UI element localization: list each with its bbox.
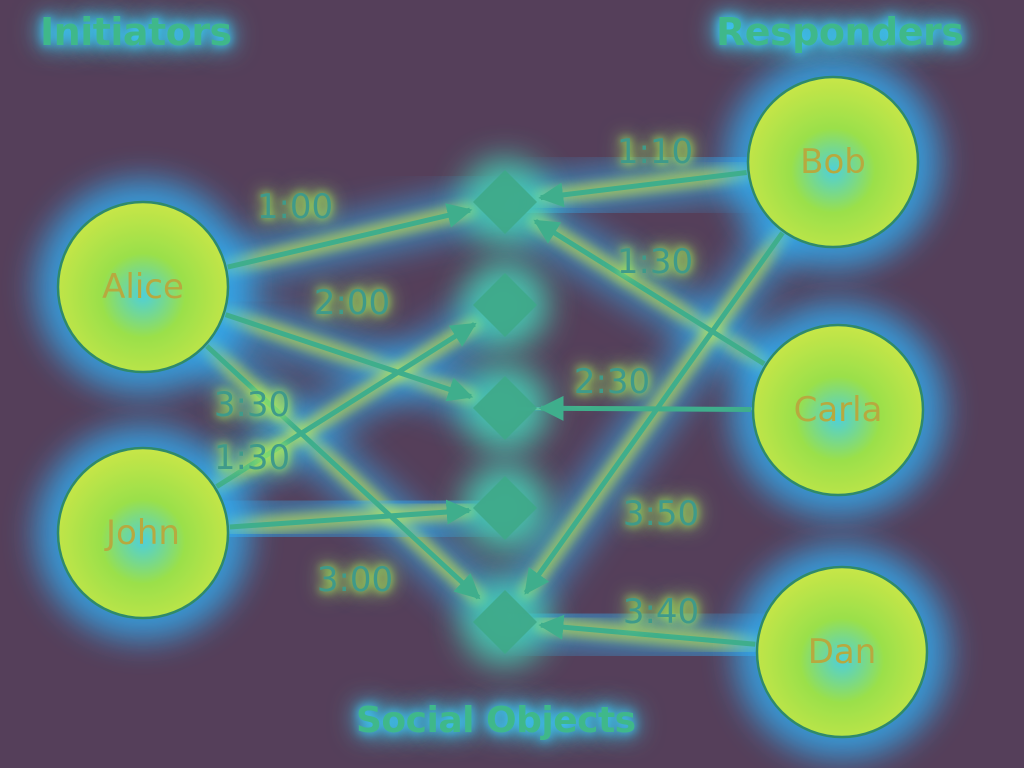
edge-time-label: 3:30 (213, 385, 291, 425)
edge-time-label: 1:30 (213, 438, 291, 478)
node-john (56, 446, 230, 620)
social-object-obj3 (473, 376, 537, 440)
node-label-bob: Bob (800, 142, 866, 182)
node-label-dan: Dan (807, 632, 877, 672)
edge-alice-obj3 (224, 312, 474, 402)
edge-time-label: 2:00 (313, 283, 391, 323)
edge-time-label: 1:30 (616, 242, 694, 282)
edge-time-label: 3:00 (316, 560, 394, 600)
social-object-obj1 (473, 170, 537, 234)
edge-time-label: 1:10 (616, 132, 694, 172)
edge-bob-obj5 (523, 231, 785, 595)
edge-carla-obj1 (533, 218, 766, 367)
edge-carla-obj3 (538, 395, 752, 421)
node-label-carla: Carla (793, 390, 883, 430)
edge-alice-obj5 (205, 344, 481, 600)
edge-bob-obj1 (538, 170, 747, 208)
initiators-heading: Initiators (40, 10, 232, 54)
edge-time-label: 3:50 (622, 494, 700, 534)
social-object-obj5 (473, 590, 537, 654)
node-bob (746, 75, 920, 249)
edge-time-label: 1:00 (256, 187, 334, 227)
node-dan (755, 565, 929, 739)
node-alice (56, 200, 230, 374)
edge-john-obj2 (215, 322, 477, 489)
social-objects-heading: Social Objects (356, 700, 636, 741)
social-object-obj4 (473, 476, 537, 540)
edge-time-label: 3:40 (622, 592, 700, 632)
social-object-obj2 (473, 273, 537, 337)
edge-dan-obj5 (538, 614, 756, 647)
edge-alice-obj1 (227, 203, 473, 270)
node-label-alice: Alice (102, 267, 184, 307)
edge-time-label: 2:30 (573, 362, 651, 402)
edge-john-obj4 (229, 499, 472, 530)
node-label-john: John (106, 513, 180, 553)
responders-heading: Responders (716, 10, 964, 54)
node-carla (751, 323, 925, 497)
